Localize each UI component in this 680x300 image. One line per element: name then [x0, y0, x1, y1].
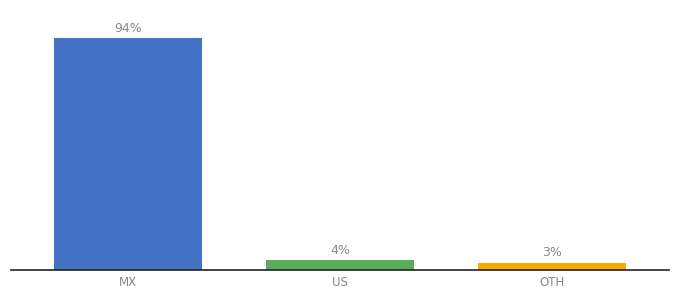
Bar	[266, 260, 414, 270]
Bar	[478, 263, 626, 270]
Text: 94%: 94%	[114, 22, 141, 34]
Text: 4%: 4%	[330, 244, 350, 257]
Bar	[54, 38, 202, 270]
Text: 3%: 3%	[542, 246, 562, 259]
